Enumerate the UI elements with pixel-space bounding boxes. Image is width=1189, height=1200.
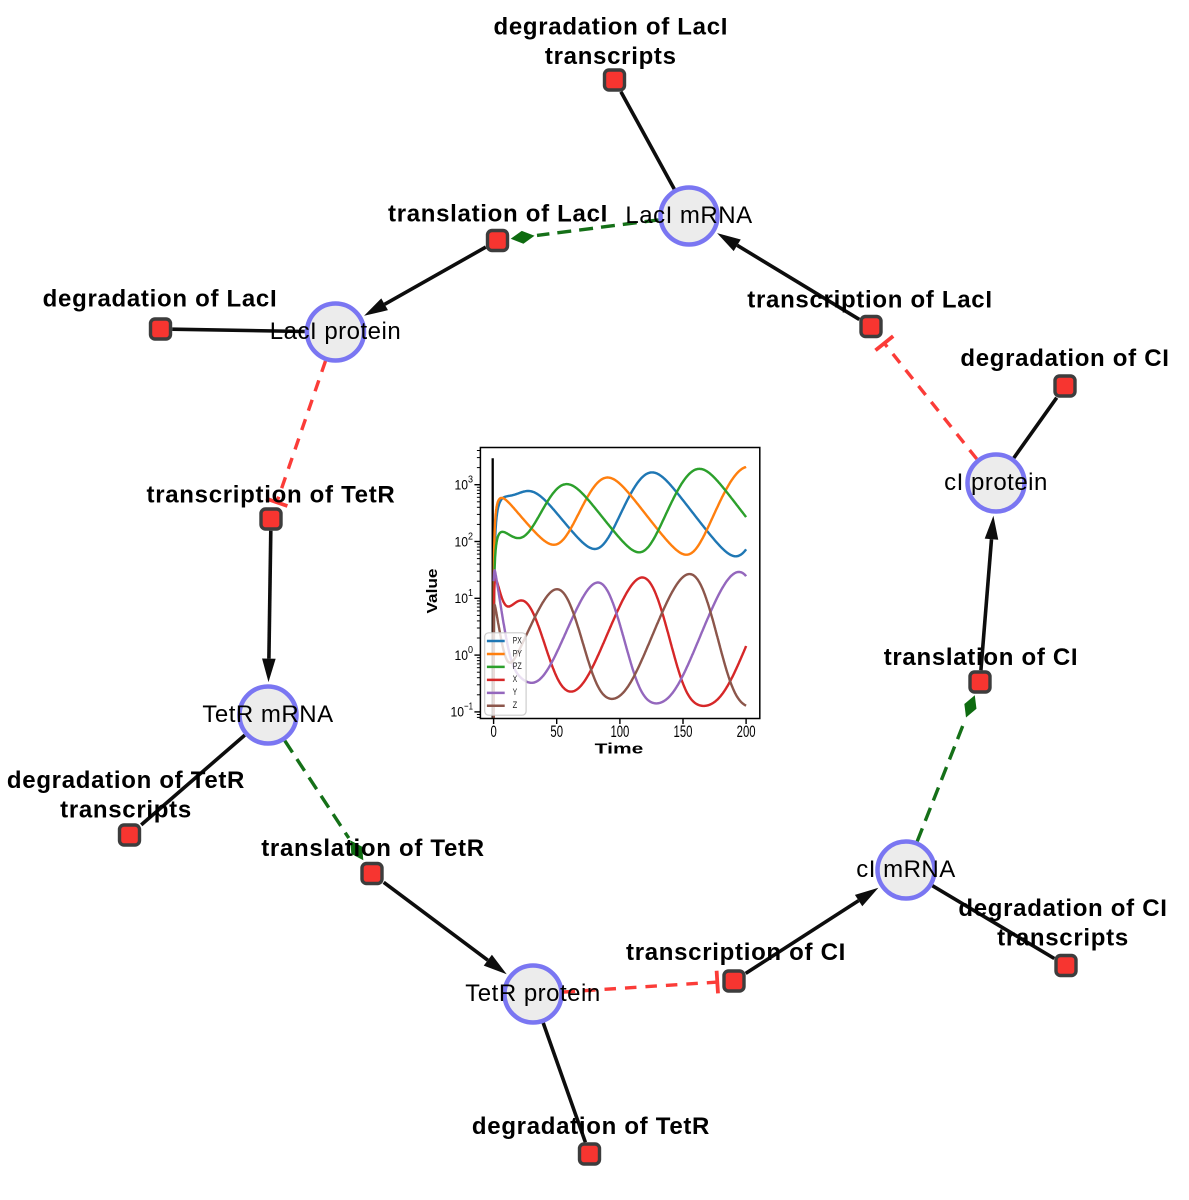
svg-text:transcription of LacI: transcription of LacI (747, 287, 992, 314)
svg-text:degradation of LacI: degradation of LacI (43, 285, 278, 312)
svg-text:LacI protein: LacI protein (270, 318, 401, 345)
svg-text:transcription of CI: transcription of CI (626, 939, 846, 966)
svg-text:−1: −1 (464, 702, 473, 713)
svg-text:2: 2 (468, 531, 473, 542)
svg-text:10: 10 (455, 533, 469, 549)
svg-text:10: 10 (455, 647, 469, 663)
svg-text:degradation of LacI: degradation of LacI (493, 14, 728, 41)
svg-text:200: 200 (737, 722, 756, 741)
svg-text:10: 10 (455, 590, 469, 606)
svg-text:0: 0 (490, 722, 496, 741)
svg-text:PX: PX (513, 635, 523, 646)
svg-text:50: 50 (550, 722, 563, 741)
svg-text:100: 100 (610, 722, 629, 741)
svg-text:translation of TetR: translation of TetR (261, 835, 485, 862)
svg-text:cI protein: cI protein (944, 469, 1048, 496)
svg-text:degradation of CI: degradation of CI (958, 895, 1167, 922)
svg-text:3: 3 (468, 475, 473, 486)
svg-text:Value: Value (424, 569, 441, 614)
svg-text:cI mRNA: cI mRNA (856, 856, 956, 883)
svg-text:transcripts: transcripts (545, 43, 677, 70)
svg-text:TetR mRNA: TetR mRNA (202, 701, 333, 728)
svg-text:LacI mRNA: LacI mRNA (625, 202, 752, 229)
svg-text:X: X (513, 674, 518, 685)
svg-text:transcripts: transcripts (997, 925, 1129, 952)
svg-text:Time: Time (595, 741, 644, 758)
svg-text:degradation of CI: degradation of CI (960, 345, 1169, 372)
svg-text:transcription of TetR: transcription of TetR (147, 481, 396, 508)
svg-text:Y: Y (513, 687, 518, 698)
svg-text:degradation of TetR: degradation of TetR (7, 767, 245, 794)
svg-text:10: 10 (455, 477, 469, 493)
svg-text:translation of CI: translation of CI (884, 644, 1079, 671)
svg-text:0: 0 (468, 645, 473, 656)
svg-text:Z: Z (513, 700, 518, 711)
svg-text:TetR protein: TetR protein (465, 980, 600, 1007)
svg-text:PY: PY (513, 648, 523, 659)
svg-text:PZ: PZ (513, 661, 522, 672)
svg-text:150: 150 (674, 722, 693, 741)
svg-text:10: 10 (451, 704, 465, 720)
svg-text:translation of LacI: translation of LacI (388, 200, 608, 227)
svg-text:degradation of TetR: degradation of TetR (472, 1113, 710, 1140)
svg-text:transcripts: transcripts (60, 797, 192, 824)
svg-text:1: 1 (468, 588, 473, 599)
